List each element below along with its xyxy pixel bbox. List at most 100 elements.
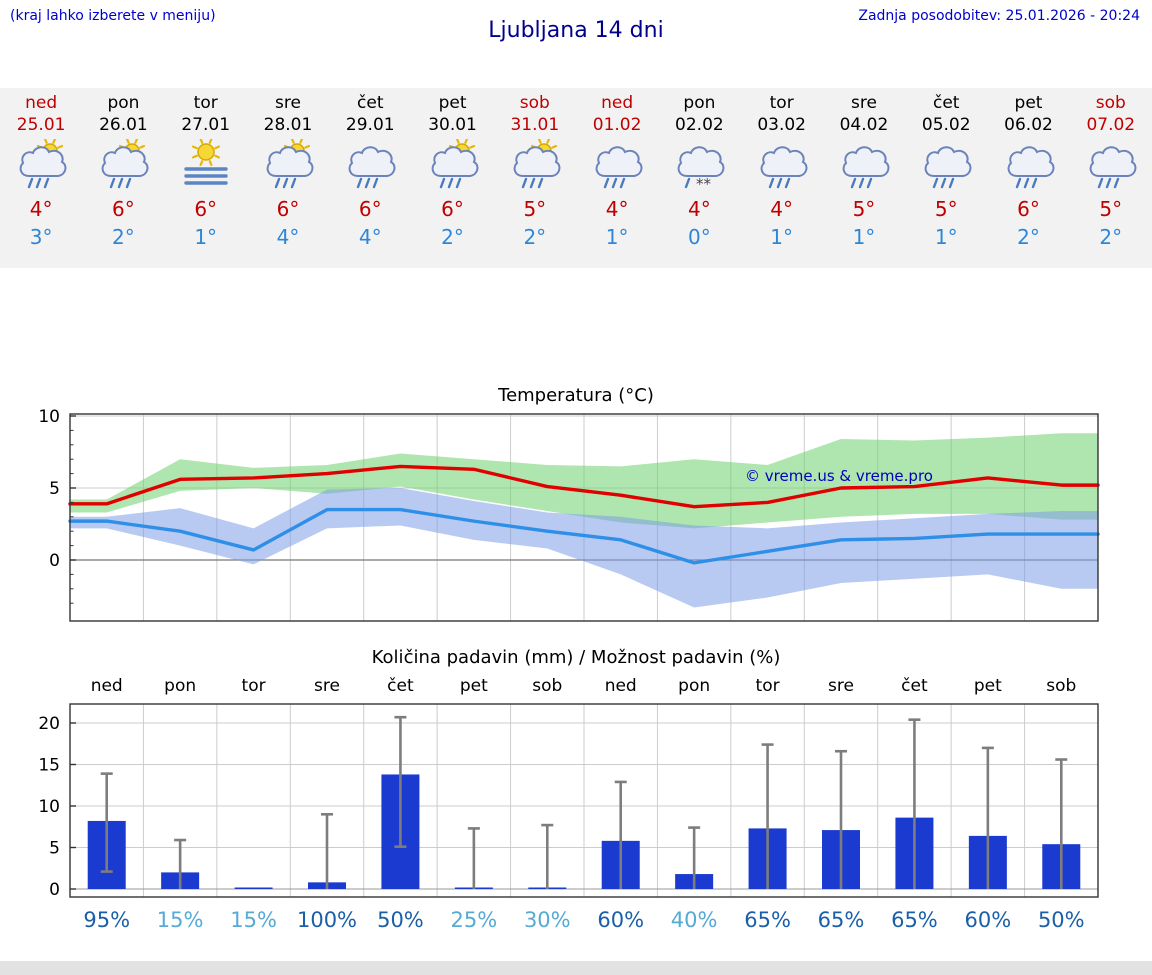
day-name: sob <box>1095 93 1126 113</box>
precip-probability: 95% <box>83 908 130 932</box>
day-column: čet 29.01 6° 4° <box>329 88 411 268</box>
min-temp: 1° <box>194 225 218 249</box>
cloud-rain-icon <box>329 139 411 195</box>
min-temp: 1° <box>770 225 794 249</box>
day-date: 02.02 <box>675 115 724 135</box>
day-date: 03.02 <box>757 115 806 135</box>
precip-probability: 60% <box>597 908 644 932</box>
max-temp-range-band <box>70 433 1098 529</box>
day-column: pet 30.01 6° 2° <box>411 88 493 268</box>
precip-probability: 30% <box>524 908 571 932</box>
precip-day-label: tor <box>242 676 266 696</box>
day-name: sob <box>519 93 550 113</box>
min-temp-line <box>68 507 1100 565</box>
precip-day-label: čet <box>901 676 928 696</box>
precip-day-label: sob <box>532 676 562 696</box>
temperature-chart: Temperatura (°C) 0 5 10 © vreme.us & vreme.… <box>0 383 1152 633</box>
min-temp: 2° <box>441 225 464 249</box>
precipitation-chart-title: Količina padavin (mm) / Možnost padavin … <box>371 647 781 668</box>
max-temp: 4° <box>605 197 629 221</box>
day-date: 29.01 <box>345 115 395 135</box>
sun-cloud-rain-icon <box>82 137 164 195</box>
min-temp: 2° <box>112 225 135 249</box>
sun-cloud-rain-icon <box>411 137 493 195</box>
day-column: sre 28.01 6° 4° <box>247 88 329 268</box>
day-date: 07.02 <box>1086 115 1136 135</box>
precip-day-label: pon <box>678 676 710 696</box>
max-temp: 4° <box>688 197 711 221</box>
precip-day-label: sob <box>1046 676 1076 696</box>
max-temp-line <box>68 464 1100 509</box>
precip-y-tick-label: 10 <box>38 797 60 817</box>
precip-y-tick-label: 15 <box>38 756 60 776</box>
max-temp: 4° <box>29 197 53 221</box>
day-column: pon 02.02 ** 4° 0° <box>658 88 740 268</box>
precip-probability: 100% <box>297 908 357 932</box>
day-column: tor 03.02 4° 1° <box>741 88 823 268</box>
footer-strip <box>0 961 1152 975</box>
cloud-rain-icon <box>987 139 1069 195</box>
max-temp: 6° <box>276 197 300 221</box>
max-temp: 5° <box>1099 197 1123 221</box>
min-temp: 4° <box>358 225 382 249</box>
day-column: pon 26.01 6° 2° <box>82 88 164 268</box>
location-menu-note: (kraj lahko izberete v meniju) <box>10 8 216 24</box>
day-name: pon <box>107 93 140 113</box>
day-column: sre 04.02 5° 1° <box>823 88 905 268</box>
day-date: 04.02 <box>839 115 889 135</box>
day-date: 25.01 <box>16 115 66 135</box>
max-temp: 4° <box>770 197 794 221</box>
cloud-rain-icon <box>1070 139 1152 195</box>
precip-probability: 50% <box>1038 908 1085 932</box>
cloud-rain-icon <box>741 139 823 195</box>
day-column: čet 05.02 5° 1° <box>905 88 987 268</box>
day-column: pet 06.02 6° 2° <box>987 88 1069 268</box>
temperature-chart-svg: 0 5 10 © vreme.us & vreme.pro <box>38 407 1100 622</box>
precip-y-tick-label: 5 <box>49 839 60 859</box>
min-temp: 4° <box>276 225 300 249</box>
day-date: 31.01 <box>510 115 560 135</box>
day-date: 26.01 <box>99 115 148 135</box>
precip-probability: 15% <box>157 908 204 932</box>
min-temp: 2° <box>1099 225 1123 249</box>
day-name: ned <box>601 93 634 113</box>
day-date: 06.02 <box>1004 115 1053 135</box>
day-column: ned 01.02 4° 1° <box>576 88 658 268</box>
min-temp-range-band <box>70 488 1098 608</box>
day-date: 27.01 <box>181 115 231 135</box>
precip-probability: 50% <box>377 908 424 932</box>
max-temp: 5° <box>523 197 547 221</box>
day-name: pon <box>683 93 716 113</box>
day-column: sob 07.02 5° 2° <box>1070 88 1152 268</box>
svg-text:**: ** <box>696 175 712 191</box>
precip-day-label: ned <box>605 676 637 696</box>
watermark: © vreme.us & vreme.pro <box>745 467 933 485</box>
temp-y-tick-label: 0 <box>49 551 60 571</box>
day-column: sob 31.01 5° 2° <box>494 88 576 268</box>
precip-probability: 65% <box>818 908 865 932</box>
page-title: Ljubljana 14 dni <box>488 18 664 43</box>
max-temp: 6° <box>358 197 382 221</box>
min-temp: 2° <box>523 225 547 249</box>
day-date: 01.02 <box>592 115 642 135</box>
day-date: 28.01 <box>263 115 313 135</box>
forecast-strip: ned 25.01 4° 3° pon 26.01 6° 2° tor 27.01 6° 1° sre 2… <box>0 88 1152 268</box>
day-name: ned <box>25 93 58 113</box>
sun-fog-icon <box>165 138 247 195</box>
precip-y-tick-label: 20 <box>38 714 60 734</box>
precip-day-label: pet <box>974 676 1002 696</box>
sun-cloud-rain-icon <box>494 137 576 195</box>
precip-probability: 25% <box>451 908 498 932</box>
precip-day-label: čet <box>387 676 414 696</box>
day-name: tor <box>769 93 794 113</box>
day-name: sre <box>850 93 877 113</box>
precip-probability: 60% <box>965 908 1012 932</box>
max-temp: 5° <box>852 197 876 221</box>
day-date: 05.02 <box>921 115 971 135</box>
min-temp: 1° <box>852 225 876 249</box>
min-temp: 1° <box>605 225 629 249</box>
precip-bar <box>234 887 273 889</box>
min-temp: 3° <box>29 225 53 249</box>
precip-day-label: pet <box>460 676 488 696</box>
min-temp: 1° <box>934 225 958 249</box>
